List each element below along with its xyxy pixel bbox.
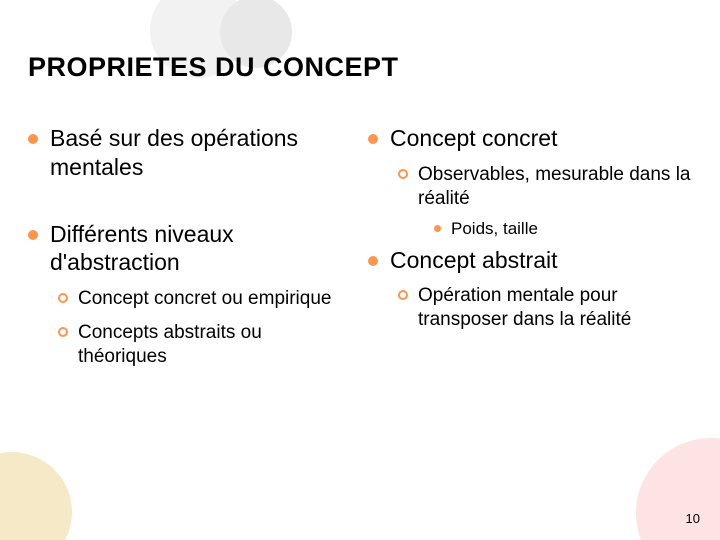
bullet-text: Concept concret xyxy=(390,124,557,153)
bullet-dot-icon xyxy=(368,256,378,266)
bullet-ring-icon xyxy=(398,169,408,179)
bullet-text: Concept concret ou empirique xyxy=(78,287,331,311)
bullet-l2: Concepts abstraits ou théoriques xyxy=(58,321,342,369)
slide-title: PROPRIETES DU CONCEPT xyxy=(28,52,399,83)
decor-circle xyxy=(0,452,72,540)
content-area: Basé sur des opérations mentales Différe… xyxy=(28,110,692,368)
bullet-text: Concept abstrait xyxy=(390,246,557,275)
bullet-ring-icon xyxy=(398,290,408,300)
bullet-text: Poids, taille xyxy=(451,218,538,239)
bullet-l1: Concept abstrait xyxy=(368,246,692,275)
bullet-l2: Concept concret ou empirique xyxy=(58,287,342,311)
bullet-text: Différents niveaux d'abstraction xyxy=(50,220,342,278)
bullet-text: Basé sur des opérations mentales xyxy=(50,124,342,182)
bullet-dot-icon xyxy=(368,134,378,144)
bullet-text: Concepts abstraits ou théoriques xyxy=(78,321,342,369)
page-number: 10 xyxy=(686,511,700,526)
slide: PROPRIETES DU CONCEPT Basé sur des opéra… xyxy=(0,0,720,540)
bullet-l1: Basé sur des opérations mentales xyxy=(28,124,342,182)
bullet-l3: Poids, taille xyxy=(434,218,692,239)
left-column: Basé sur des opérations mentales Différe… xyxy=(28,110,360,368)
bullet-text: Opération mentale pour transposer dans l… xyxy=(418,284,692,332)
bullet-ring-icon xyxy=(58,327,68,337)
right-column: Concept concret Observables, mesurable d… xyxy=(360,110,692,368)
bullet-ring-icon xyxy=(58,293,68,303)
bullet-dot-small-icon xyxy=(434,225,441,232)
bullet-dot-icon xyxy=(28,230,38,240)
bullet-l2: Observables, mesurable dans la réalité xyxy=(398,163,692,211)
bullet-l1: Concept concret xyxy=(368,124,692,153)
bullet-l1: Différents niveaux d'abstraction xyxy=(28,220,342,278)
bullet-text: Observables, mesurable dans la réalité xyxy=(418,163,692,211)
decor-circle xyxy=(636,438,720,540)
bullet-dot-icon xyxy=(28,134,38,144)
bullet-l2: Opération mentale pour transposer dans l… xyxy=(398,284,692,332)
